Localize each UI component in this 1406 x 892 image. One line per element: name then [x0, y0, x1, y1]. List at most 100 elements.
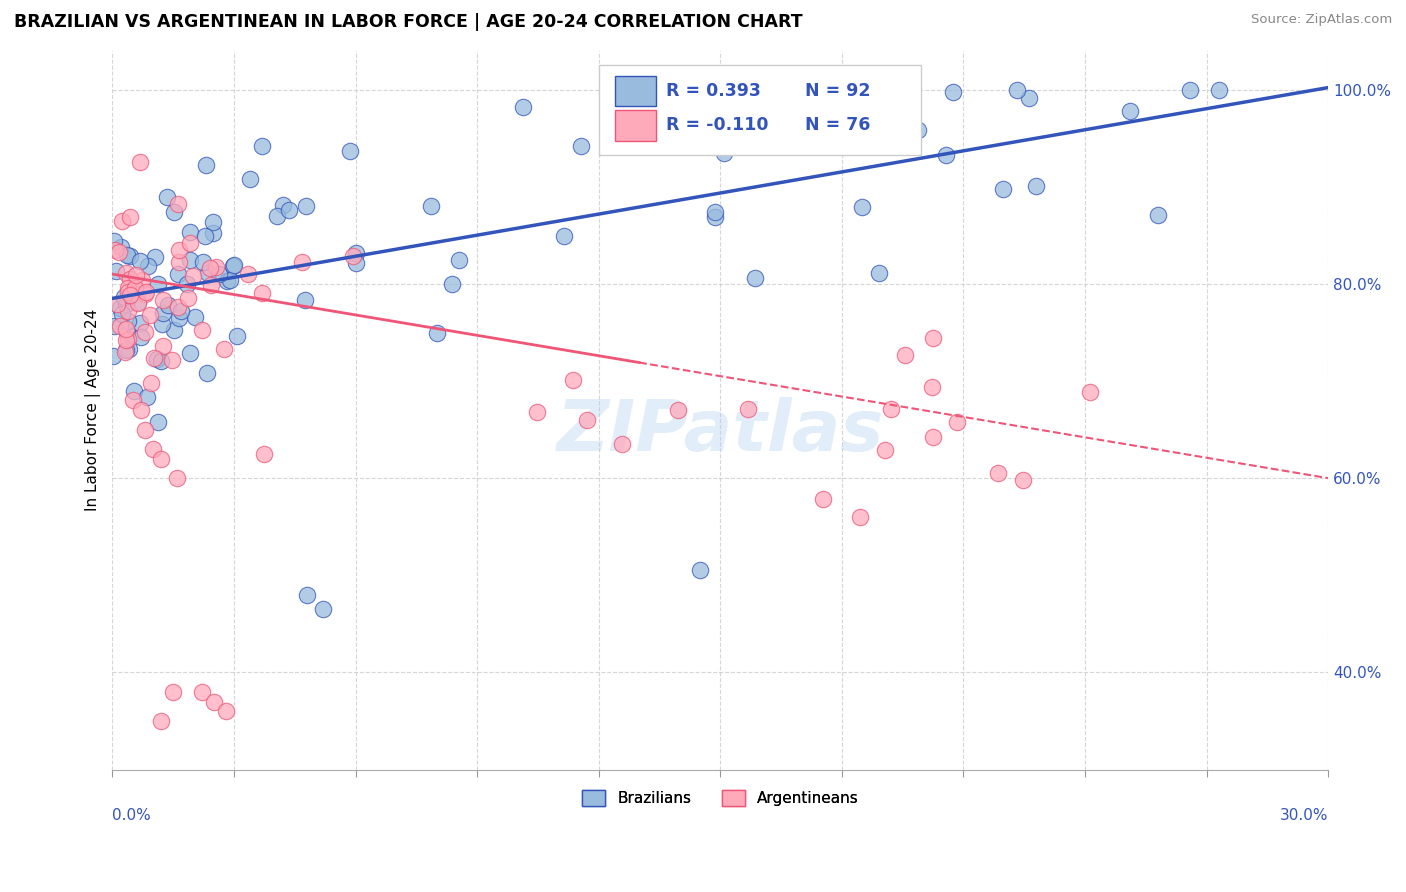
- Point: [108, 319, 131, 334]
- Point: [170, 303, 193, 318]
- Point: [512, 100, 534, 114]
- Point: [114, 344, 136, 359]
- Point: [202, 227, 225, 241]
- Point: [150, 714, 173, 728]
- Point: [148, 415, 170, 429]
- Point: [942, 85, 965, 99]
- Point: [786, 95, 808, 110]
- Point: [689, 563, 711, 577]
- Point: [704, 204, 727, 219]
- Point: [191, 323, 214, 337]
- Point: [104, 243, 127, 257]
- Text: R = 0.393: R = 0.393: [665, 82, 761, 100]
- Point: [152, 293, 174, 307]
- Point: [108, 245, 131, 260]
- Point: [811, 492, 834, 507]
- Point: [128, 295, 150, 310]
- Legend: Brazilians, Argentineans: Brazilians, Argentineans: [576, 784, 865, 813]
- Point: [129, 403, 152, 417]
- Point: [197, 367, 219, 381]
- FancyBboxPatch shape: [614, 111, 655, 141]
- Point: [105, 264, 128, 278]
- Point: [222, 258, 245, 272]
- Point: [344, 256, 367, 270]
- Point: [200, 277, 222, 292]
- Point: [219, 273, 242, 287]
- Point: [121, 393, 143, 408]
- Point: [115, 343, 138, 358]
- Text: 0.0%: 0.0%: [112, 808, 152, 823]
- Point: [713, 145, 735, 160]
- Point: [1025, 179, 1047, 194]
- Point: [1012, 473, 1035, 487]
- Text: N = 92: N = 92: [806, 82, 870, 100]
- Point: [222, 260, 245, 274]
- Point: [134, 423, 156, 437]
- Point: [139, 308, 162, 322]
- Point: [344, 246, 367, 260]
- Point: [163, 204, 186, 219]
- Text: 30.0%: 30.0%: [1279, 808, 1329, 823]
- Point: [266, 209, 288, 223]
- Point: [177, 291, 200, 305]
- Point: [129, 316, 152, 330]
- Point: [108, 301, 131, 316]
- Point: [197, 266, 219, 280]
- Point: [167, 267, 190, 281]
- Text: N = 76: N = 76: [806, 117, 870, 135]
- Point: [152, 338, 174, 352]
- Point: [204, 260, 226, 274]
- Point: [114, 266, 136, 280]
- Point: [576, 413, 599, 427]
- Point: [561, 373, 583, 387]
- Point: [1146, 208, 1168, 222]
- Point: [291, 254, 314, 268]
- Point: [239, 172, 262, 186]
- Text: BRAZILIAN VS ARGENTINEAN IN LABOR FORCE | AGE 20-24 CORRELATION CHART: BRAZILIAN VS ARGENTINEAN IN LABOR FORCE …: [14, 13, 803, 31]
- Point: [142, 351, 165, 365]
- Point: [162, 685, 184, 699]
- Point: [111, 214, 134, 228]
- Point: [167, 310, 190, 325]
- Point: [737, 401, 759, 416]
- Point: [105, 297, 128, 311]
- Point: [117, 281, 139, 295]
- Point: [167, 255, 190, 269]
- Point: [117, 314, 139, 328]
- Point: [134, 325, 156, 339]
- Point: [139, 376, 162, 391]
- Point: [169, 243, 191, 257]
- Point: [208, 267, 231, 281]
- Point: [114, 297, 136, 311]
- Y-axis label: In Labor Force | Age 20-24: In Labor Force | Age 20-24: [86, 309, 101, 511]
- Point: [117, 332, 139, 346]
- Text: R = -0.110: R = -0.110: [665, 117, 768, 135]
- Point: [294, 293, 316, 308]
- Point: [131, 273, 153, 287]
- Text: Source: ZipAtlas.com: Source: ZipAtlas.com: [1251, 13, 1392, 27]
- FancyBboxPatch shape: [614, 76, 655, 106]
- Point: [907, 122, 929, 136]
- Point: [118, 342, 141, 356]
- Point: [162, 323, 184, 337]
- Point: [195, 158, 218, 172]
- Point: [146, 351, 169, 366]
- Point: [342, 249, 364, 263]
- Point: [612, 437, 634, 451]
- Point: [420, 199, 443, 213]
- Point: [1208, 82, 1230, 96]
- Point: [198, 260, 221, 275]
- Point: [125, 268, 148, 282]
- FancyBboxPatch shape: [599, 65, 921, 155]
- Point: [156, 190, 179, 204]
- Point: [1005, 82, 1028, 96]
- Point: [553, 229, 575, 244]
- Point: [160, 352, 183, 367]
- Point: [136, 259, 159, 273]
- Point: [252, 139, 274, 153]
- Point: [167, 300, 190, 314]
- Point: [212, 342, 235, 356]
- Point: [449, 252, 471, 267]
- Point: [426, 326, 449, 341]
- Point: [312, 602, 335, 616]
